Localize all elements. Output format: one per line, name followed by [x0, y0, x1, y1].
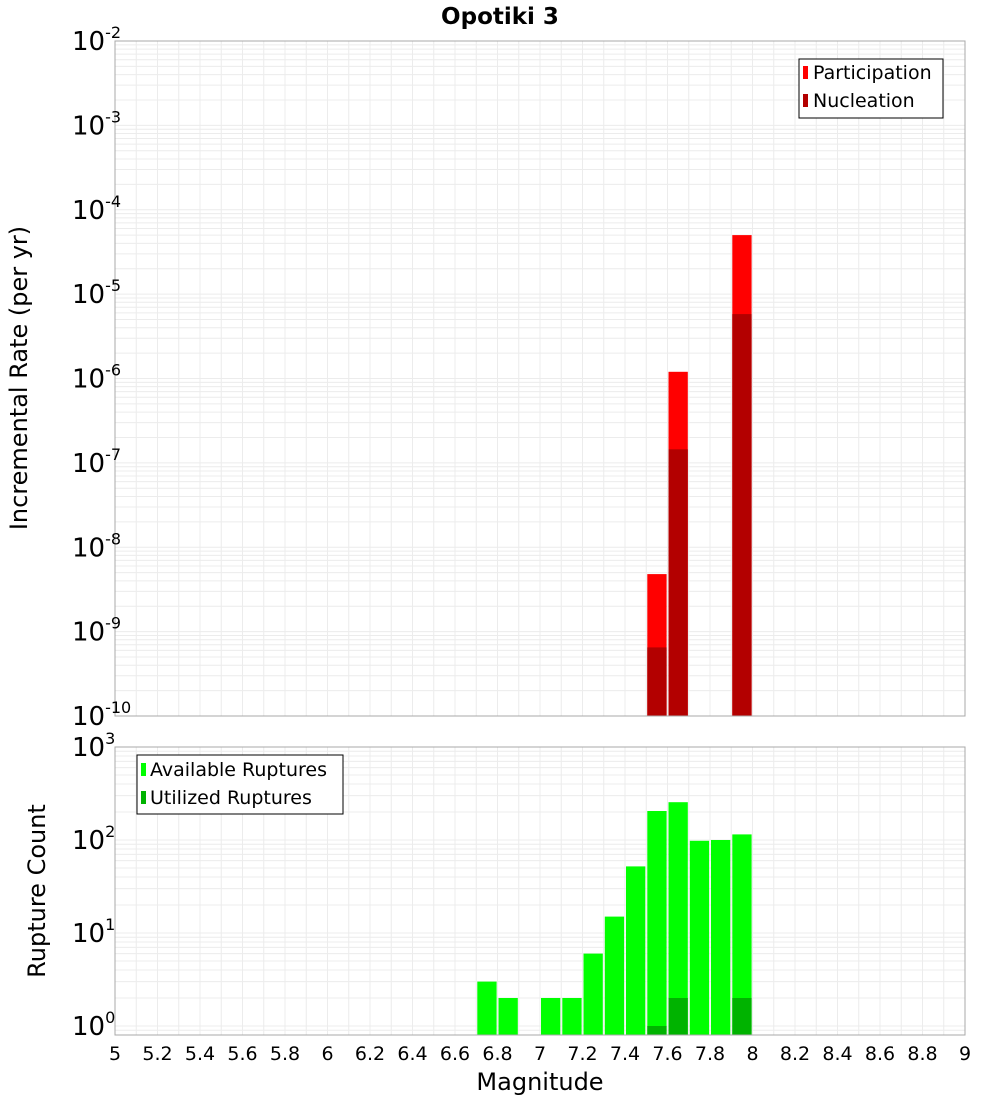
x-tick-label: 7.6: [652, 1043, 682, 1065]
rate-legend-box: [798, 58, 944, 119]
x-tick-label: 7.8: [695, 1043, 725, 1065]
bar-available-ruptures: [626, 866, 646, 1035]
bar-available-ruptures: [541, 998, 561, 1035]
y-tick-label: 10-7: [72, 445, 121, 479]
bar-available-ruptures: [477, 981, 497, 1035]
x-tick-label: 8.4: [822, 1043, 852, 1065]
x-tick-label: 8.8: [907, 1043, 937, 1065]
count-legend: Available Ruptures Utilized Ruptures: [136, 754, 344, 815]
legend-swatch-available: [141, 763, 146, 776]
x-tick-label: 8.6: [865, 1043, 895, 1065]
y-tick-label: 10-10: [72, 698, 131, 732]
legend-swatch-participation: [803, 66, 808, 79]
x-tick-label: 6.6: [440, 1043, 470, 1065]
rate-panel: 10-2 10-3 10-4 10-5 10-6 10-7 10-8 10-9 10-10 In…: [5, 23, 966, 732]
y-tick-label: 103: [72, 729, 115, 763]
x-tick-label: 6.8: [482, 1043, 512, 1065]
rate-bars: [647, 235, 752, 716]
count-plot-frame: [114, 746, 966, 1036]
x-tick-label: 8.2: [780, 1043, 810, 1065]
legend-label-nucleation: Nucleation: [813, 90, 915, 112]
x-tick-label: 7.2: [567, 1043, 597, 1065]
count-panel: 103 102 101 100 5 5.2 5.4 5.6 5.8 6 6.2 6.4 6.6 6.8 7…: [23, 729, 971, 1096]
y-tick-label: 101: [72, 915, 115, 949]
x-tick-label: 5.2: [142, 1043, 172, 1065]
bar-available-ruptures: [689, 840, 710, 1035]
bar-nucleation: [668, 449, 688, 716]
magnitude-x-tick-labels: 5 5.2 5.4 5.6 5.8 6 6.2 6.4 6.6 6.8 7 7.2 7.4 7.6 7.8 8…: [109, 1043, 971, 1065]
count-bars: [477, 802, 752, 1035]
rate-y-axis-label: Incremental Rate (per yr): [5, 226, 33, 530]
count-gridlines: [115, 747, 965, 1035]
x-tick-label: 7.4: [610, 1043, 640, 1065]
bar-nucleation: [732, 314, 752, 716]
legend-swatch-nucleation: [803, 94, 808, 107]
legend-label-utilized: Utilized Ruptures: [150, 787, 312, 809]
bar-nucleation: [647, 647, 667, 716]
x-tick-label: 5.8: [270, 1043, 300, 1065]
count-y-tick-labels: 103 102 101 100: [72, 729, 115, 1042]
bar-available-ruptures: [583, 953, 603, 1035]
y-tick-label: 10-6: [72, 361, 121, 395]
x-tick-label: 9: [959, 1043, 971, 1065]
bar-utilized-ruptures: [647, 1026, 667, 1035]
rate-plot-frame: [114, 40, 966, 717]
y-tick-label: 10-9: [72, 614, 121, 648]
rate-legend: Participation Nucleation: [798, 58, 944, 119]
y-tick-label: 10-3: [72, 107, 121, 141]
y-tick-label: 10-4: [72, 192, 121, 226]
x-tick-label: 7: [534, 1043, 546, 1065]
x-tick-label: 6: [321, 1043, 333, 1065]
y-tick-label: 10-8: [72, 529, 121, 563]
count-y-axis-label: Rupture Count: [23, 804, 51, 978]
x-axis-label: Magnitude: [476, 1068, 603, 1096]
bar-available-ruptures: [711, 840, 731, 1035]
bar-available-ruptures: [498, 998, 518, 1035]
rate-y-tick-labels: 10-2 10-3 10-4 10-5 10-6 10-7 10-8 10-9 10-10: [72, 23, 131, 732]
x-tick-label: 8: [746, 1043, 758, 1065]
bar-available-ruptures: [732, 834, 752, 1035]
bar-available-ruptures: [647, 811, 667, 1035]
x-tick-label: 5: [109, 1043, 121, 1065]
bar-available-ruptures: [668, 802, 688, 1035]
x-tick-label: 6.4: [397, 1043, 427, 1065]
y-tick-label: 100: [72, 1008, 115, 1042]
x-tick-label: 5.6: [227, 1043, 257, 1065]
y-tick-label: 102: [72, 822, 115, 856]
legend-label-available: Available Ruptures: [150, 759, 327, 781]
legend-swatch-utilized: [141, 791, 146, 804]
chart-title: Opotiki 3: [441, 4, 559, 30]
x-tick-label: 5.4: [185, 1043, 215, 1065]
count-legend-box: [136, 754, 344, 815]
rate-gridlines: [115, 41, 965, 716]
bar-available-ruptures: [604, 916, 625, 1035]
x-tick-label: 6.2: [355, 1043, 385, 1065]
legend-label-participation: Participation: [813, 62, 932, 84]
bar-utilized-ruptures: [668, 998, 688, 1035]
y-tick-label: 10-2: [72, 23, 121, 57]
bar-utilized-ruptures: [732, 998, 752, 1035]
y-tick-label: 10-5: [72, 276, 121, 310]
bar-available-ruptures: [562, 998, 582, 1035]
